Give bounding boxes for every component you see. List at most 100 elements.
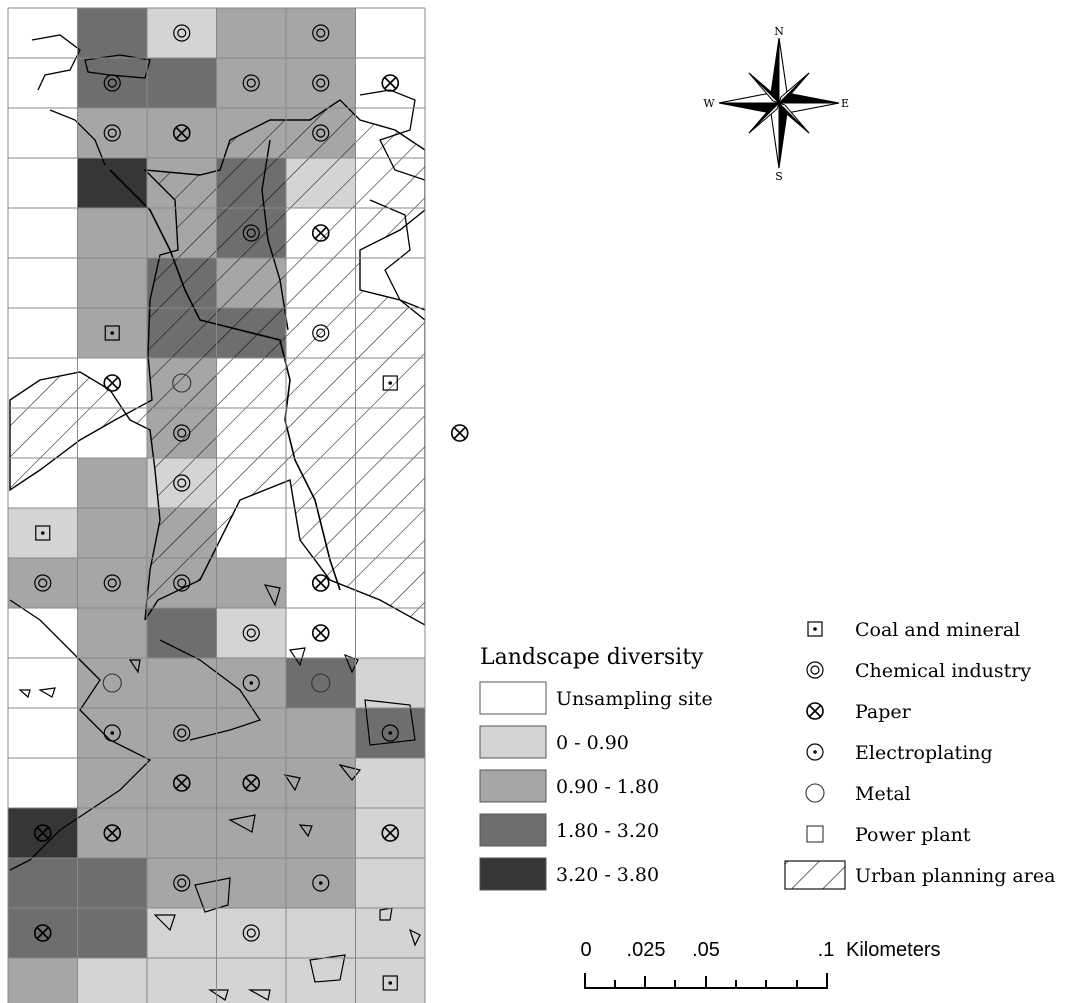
grid-cell [355, 958, 425, 1003]
urban-planning-area-fill [9, 99, 425, 626]
paper-marker [381, 74, 400, 92]
grid-cell [147, 658, 217, 708]
grid-cell [8, 308, 78, 358]
urban-planning-icon [784, 860, 846, 890]
electroplating-icon [806, 743, 824, 761]
grid-cell [77, 858, 147, 908]
chemical-industry-marker [242, 624, 260, 642]
compass-diagonals-white [748, 72, 810, 134]
grid-cell [216, 908, 286, 958]
legend-symbol-label: Electroplating [855, 742, 993, 764]
chemical-industry-marker [312, 324, 330, 342]
coal-mineral-marker [104, 325, 120, 341]
grid-cell [286, 58, 356, 108]
scale-unit: Kilometers [846, 939, 940, 961]
paper-marker [33, 824, 52, 842]
grid-cell [355, 758, 425, 808]
electroplating-marker [312, 874, 330, 892]
grid-cell [147, 608, 217, 658]
chemical-industry-marker [34, 574, 52, 592]
grid-cell [77, 208, 147, 258]
paper-marker [103, 824, 122, 842]
chemical-industry-marker [173, 24, 191, 42]
river-line [109, 169, 341, 591]
land-boundary-south [9, 599, 262, 871]
grid-cell [8, 108, 78, 158]
compass-rose: N S E W [703, 25, 849, 183]
legend-swatch [479, 813, 547, 847]
compass-w: W [703, 97, 715, 110]
scale-bar: 0 .025 .05 .1 Kilometers [580, 939, 940, 989]
paper-marker [172, 124, 191, 142]
grid-cell [286, 658, 356, 708]
grid-cell [147, 808, 217, 858]
chemical-industry-marker [312, 124, 330, 142]
legend-class-label: Unsampling site [556, 688, 713, 710]
chemical-industry-marker [103, 74, 121, 92]
chemical-industry-marker [173, 474, 191, 492]
grid-cell [8, 658, 78, 708]
grid-cell [216, 958, 286, 1003]
grid-cell [77, 608, 147, 658]
chemical-industry-marker [242, 924, 260, 942]
grid-cell [355, 858, 425, 908]
grid-cell [216, 708, 286, 758]
paper-marker [242, 774, 261, 792]
grid-cell [77, 158, 147, 208]
chemical-industry-marker [312, 74, 330, 92]
coal-mineral-icon [807, 621, 823, 637]
grid-cell [8, 608, 78, 658]
chemical-industry-marker [173, 424, 191, 442]
grid-cell [216, 858, 286, 908]
urban-planning-area [9, 34, 425, 1001]
coal-mineral-marker [382, 375, 398, 391]
grid-cell [216, 608, 286, 658]
chemical-industry-marker [173, 574, 191, 592]
legend-class-label: 3.20 - 3.80 [556, 864, 659, 886]
paper-marker [103, 374, 122, 392]
coal-mineral-marker [35, 525, 51, 541]
legend-symbol-label: Coal and mineral [855, 619, 1020, 641]
coal-mineral-marker [382, 975, 398, 991]
legend-title: Landscape diversity [480, 645, 704, 670]
paper-marker [381, 824, 400, 842]
legend-symbol-label: Power plant [855, 824, 971, 846]
grid-cell [286, 708, 356, 758]
grid-cell [8, 58, 78, 108]
grid-cell [8, 8, 78, 58]
grid-cell [8, 858, 78, 908]
grid-cell [8, 708, 78, 758]
grid-cell [8, 258, 78, 308]
electroplating-marker [242, 674, 260, 692]
paper-marker [33, 924, 52, 942]
land-boundary-east [359, 89, 425, 311]
metal-marker [102, 673, 122, 693]
compass-s: S [775, 170, 783, 183]
grid-cell [77, 458, 147, 508]
grid-cell [77, 758, 147, 808]
grid-lines [7, 7, 426, 1003]
grid-cell [8, 208, 78, 258]
compass-e: E [841, 97, 849, 110]
grid-cell [77, 258, 147, 308]
legend-swatch [479, 681, 547, 715]
legend-symbol-label: Urban planning area [855, 865, 1055, 887]
grid-cell [147, 708, 217, 758]
compass-n: N [774, 25, 784, 38]
metal-marker [172, 373, 192, 393]
paper-marker [311, 574, 330, 592]
grid-cell [8, 958, 78, 1003]
grid-cell [216, 58, 286, 108]
scale-tick-label: .1 [818, 939, 835, 961]
legend-symbol-label: Chemical industry [855, 660, 1031, 682]
grid-cell [77, 8, 147, 58]
grid-cell [77, 58, 147, 108]
grid-cell [286, 758, 356, 808]
legend-swatch [479, 769, 547, 803]
paper-marker [172, 774, 191, 792]
paper-marker [311, 624, 330, 642]
chemical-industry-marker [173, 724, 191, 742]
power-plant-icon [806, 825, 824, 843]
paper-icon [806, 702, 824, 720]
